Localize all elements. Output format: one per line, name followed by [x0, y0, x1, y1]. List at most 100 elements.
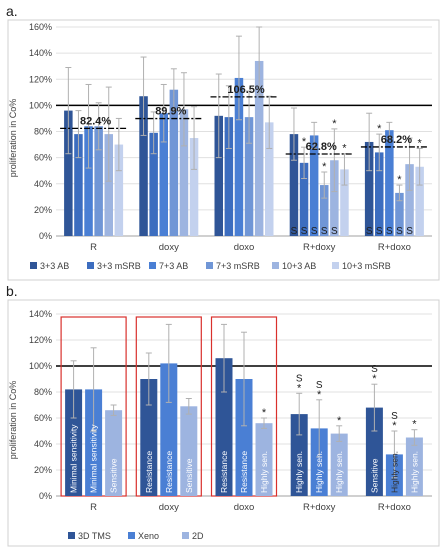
significance-star: *: [372, 373, 377, 385]
category-label: R+doxy: [303, 502, 336, 513]
significance-star: *: [262, 407, 267, 419]
panel-b-frame: [7, 299, 440, 547]
panel-a-frame: [7, 19, 440, 281]
bar: [405, 164, 414, 236]
significance-s-mark: S: [321, 226, 328, 237]
bar: [385, 130, 394, 236]
legend-swatch: [206, 262, 213, 269]
bar: [364, 141, 374, 236]
bar: [139, 96, 148, 236]
significance-star: *: [397, 174, 402, 186]
legend-label: 3D TMS: [78, 531, 111, 541]
legend-label: 2D: [192, 531, 204, 541]
bar: [330, 433, 348, 496]
y-tick-label: 80%: [34, 387, 52, 397]
significance-star: *: [418, 137, 423, 149]
bar: [415, 166, 424, 236]
legend-label: 3+3 mSRB: [97, 261, 141, 271]
average-label: 82.4%: [80, 115, 111, 127]
panel-b: b. proliferation in Co% 0% 20% 40% 60% 80% 10…: [6, 283, 440, 547]
bar-label: Sensitive: [369, 458, 379, 493]
significance-star: *: [412, 419, 417, 431]
y-tick-label: 0%: [39, 231, 52, 241]
y-tick-label: 0%: [39, 491, 52, 501]
significance-s-mark: S: [406, 226, 413, 237]
bar-label: Sensitive: [109, 458, 119, 493]
significance-s-mark: S: [376, 226, 383, 237]
bar: [290, 414, 308, 496]
bar: [84, 126, 93, 236]
y-tick-label: 40%: [34, 179, 52, 189]
average-label: 106.5%: [227, 84, 265, 96]
significance-star: *: [297, 382, 302, 394]
legend-label: 3+3 AB: [40, 261, 69, 271]
bar-label: Resistance: [219, 451, 229, 493]
bar: [149, 132, 158, 236]
bar: [179, 109, 189, 236]
legend-swatch: [30, 262, 37, 269]
y-tick-label: 20%: [34, 465, 52, 475]
legend-swatch: [128, 532, 135, 539]
bar-label: Resistance: [144, 451, 154, 493]
category-label: R+doxo: [378, 502, 411, 513]
y-tick-label: 80%: [34, 127, 52, 137]
significance-star: *: [377, 123, 382, 135]
bar: [224, 117, 234, 236]
bar: [64, 110, 73, 236]
bar-label: Minimal sensitivity: [89, 424, 99, 493]
category-label: doxy: [159, 502, 179, 513]
y-tick-label: 140%: [29, 309, 52, 319]
significance-s-mark: S: [311, 226, 318, 237]
bar: [289, 134, 299, 236]
bar: [104, 134, 113, 236]
y-tick-label: 100%: [29, 361, 52, 371]
bar: [330, 160, 339, 236]
y-tick-label: 100%: [29, 100, 52, 110]
bar-label: Highly sen.: [294, 451, 304, 493]
significance-s-mark: S: [391, 411, 398, 422]
bar-label: Highly sen.: [389, 451, 399, 493]
y-tick-label: 160%: [29, 22, 52, 32]
bar-label: Highly sen.: [259, 451, 269, 493]
bar: [74, 134, 83, 236]
significance-s-mark: S: [316, 380, 323, 391]
bar: [65, 389, 83, 496]
bar: [94, 126, 103, 236]
bar-label: Highly sen.: [334, 451, 344, 493]
y-tick-label: 20%: [34, 205, 52, 215]
y-tick-label: 120%: [29, 74, 52, 84]
panel-a-y-axis-label: proliferation in Co%: [8, 99, 18, 178]
significance-star: *: [322, 161, 327, 173]
bar: [159, 113, 168, 236]
legend-label: 7+3 AB: [159, 261, 188, 271]
category-label: doxo: [234, 502, 255, 513]
bar: [114, 144, 124, 236]
category-label: doxo: [234, 242, 255, 253]
category-label: R+doxo: [378, 242, 411, 253]
y-tick-label: 40%: [34, 439, 52, 449]
bar: [140, 379, 158, 496]
panel-a: a. proliferation in Co% 0% 20% 40% 60% 80% 10…: [6, 3, 440, 281]
significance-star: *: [317, 389, 322, 401]
legend-swatch: [272, 262, 279, 269]
panel-b-y-axis-label: proliferation in Co%: [8, 381, 18, 460]
legend-label: Xeno: [138, 531, 159, 541]
bar: [235, 379, 253, 496]
significance-s-mark: S: [301, 226, 308, 237]
bar-label: Highly sen.: [314, 451, 324, 493]
bar: [254, 60, 264, 237]
category-label: R: [90, 502, 97, 513]
average-label: 68.2%: [381, 134, 412, 146]
legend-label: 10+3 AB: [282, 261, 316, 271]
significance-star: *: [342, 143, 347, 155]
bar: [309, 135, 319, 236]
bar: [244, 117, 254, 236]
average-label: 62.8%: [306, 141, 337, 153]
bar-label: Resistance: [239, 451, 249, 493]
bar: [215, 358, 233, 496]
significance-s-mark: S: [331, 226, 338, 237]
bar: [265, 122, 274, 236]
category-label: R: [90, 242, 97, 253]
significance-s-mark: S: [366, 226, 373, 237]
